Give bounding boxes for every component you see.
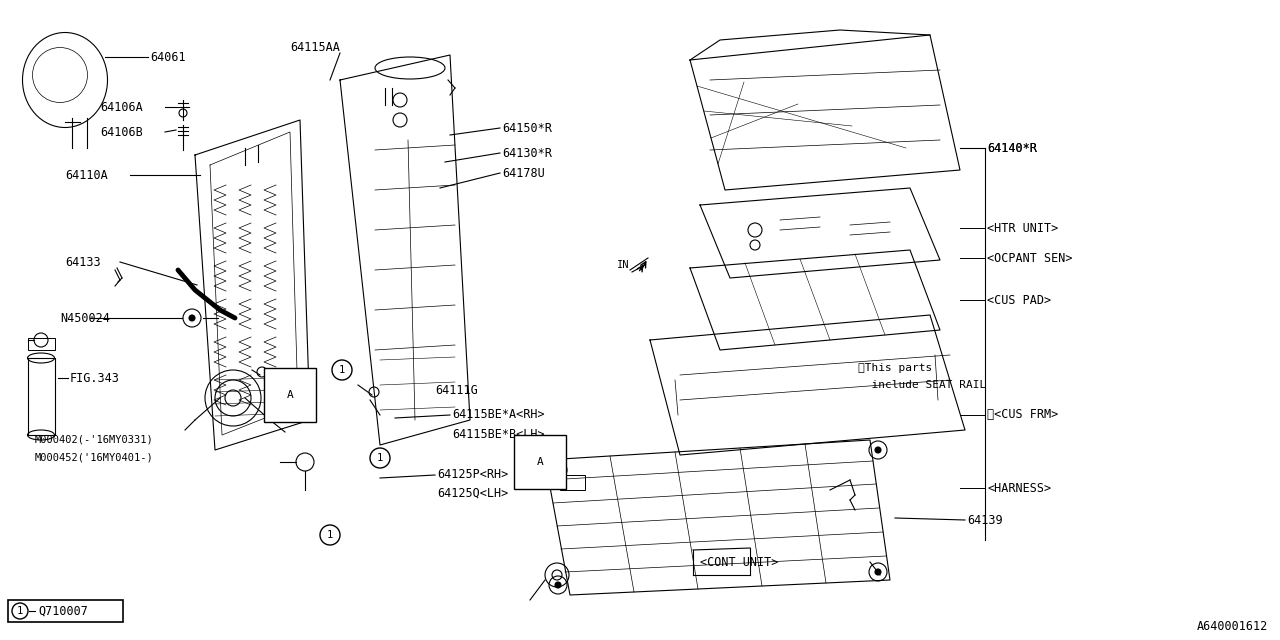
Text: 64150*R: 64150*R	[502, 122, 552, 134]
Text: 64125Q<LH>: 64125Q<LH>	[436, 486, 508, 499]
Bar	[8, 600, 123, 622]
Text: 1: 1	[339, 365, 346, 375]
Text: M000452('16MY0401-): M000452('16MY0401-)	[35, 453, 154, 463]
Text: 64140*R: 64140*R	[987, 141, 1037, 154]
Text: 64133: 64133	[65, 255, 101, 269]
Text: 1: 1	[326, 530, 333, 540]
Text: 64115BE*A<RH>: 64115BE*A<RH>	[452, 408, 544, 422]
Text: 64115AA: 64115AA	[291, 40, 340, 54]
Text: <CUS PAD>: <CUS PAD>	[987, 294, 1051, 307]
Text: 64106A: 64106A	[100, 100, 143, 113]
Circle shape	[876, 447, 881, 453]
Text: IN: IN	[617, 260, 630, 270]
Text: <CONT UNIT>: <CONT UNIT>	[700, 557, 778, 570]
Text: 64130*R: 64130*R	[502, 147, 552, 159]
Bar	[561, 475, 585, 490]
Circle shape	[556, 467, 561, 473]
Text: 64140*R: 64140*R	[987, 141, 1037, 154]
Circle shape	[189, 315, 195, 321]
Circle shape	[876, 569, 881, 575]
Text: A: A	[287, 390, 293, 400]
Bar	[28, 338, 55, 350]
Text: 64110A: 64110A	[65, 168, 108, 182]
Text: 64115BE*B<LH>: 64115BE*B<LH>	[452, 429, 544, 442]
Text: include SEAT RAIL: include SEAT RAIL	[858, 380, 987, 390]
Text: <HTR UNIT>: <HTR UNIT>	[987, 221, 1059, 234]
Text: FIG.343: FIG.343	[70, 371, 120, 385]
Text: A640001612: A640001612	[1197, 621, 1268, 634]
Text: 1: 1	[17, 606, 23, 616]
Text: 64106B: 64106B	[100, 125, 143, 138]
Text: ※<CUS FRM>: ※<CUS FRM>	[987, 408, 1059, 422]
Text: N450024: N450024	[60, 312, 110, 324]
Text: 1: 1	[376, 453, 383, 463]
Text: <HARNESS>: <HARNESS>	[987, 481, 1051, 495]
Text: <OCPANT SEN>: <OCPANT SEN>	[987, 252, 1073, 264]
Text: 64139: 64139	[966, 513, 1002, 527]
Text: A: A	[536, 457, 544, 467]
Text: M000402(-'16MY0331): M000402(-'16MY0331)	[35, 435, 154, 445]
Text: 64125P<RH>: 64125P<RH>	[436, 468, 508, 481]
Circle shape	[556, 582, 561, 588]
Text: 64178U: 64178U	[502, 166, 545, 179]
Text: 64061: 64061	[150, 51, 186, 63]
Text: ※This parts: ※This parts	[858, 363, 932, 373]
Text: Q710007: Q710007	[38, 605, 88, 618]
Text: 64111G: 64111G	[435, 383, 477, 397]
